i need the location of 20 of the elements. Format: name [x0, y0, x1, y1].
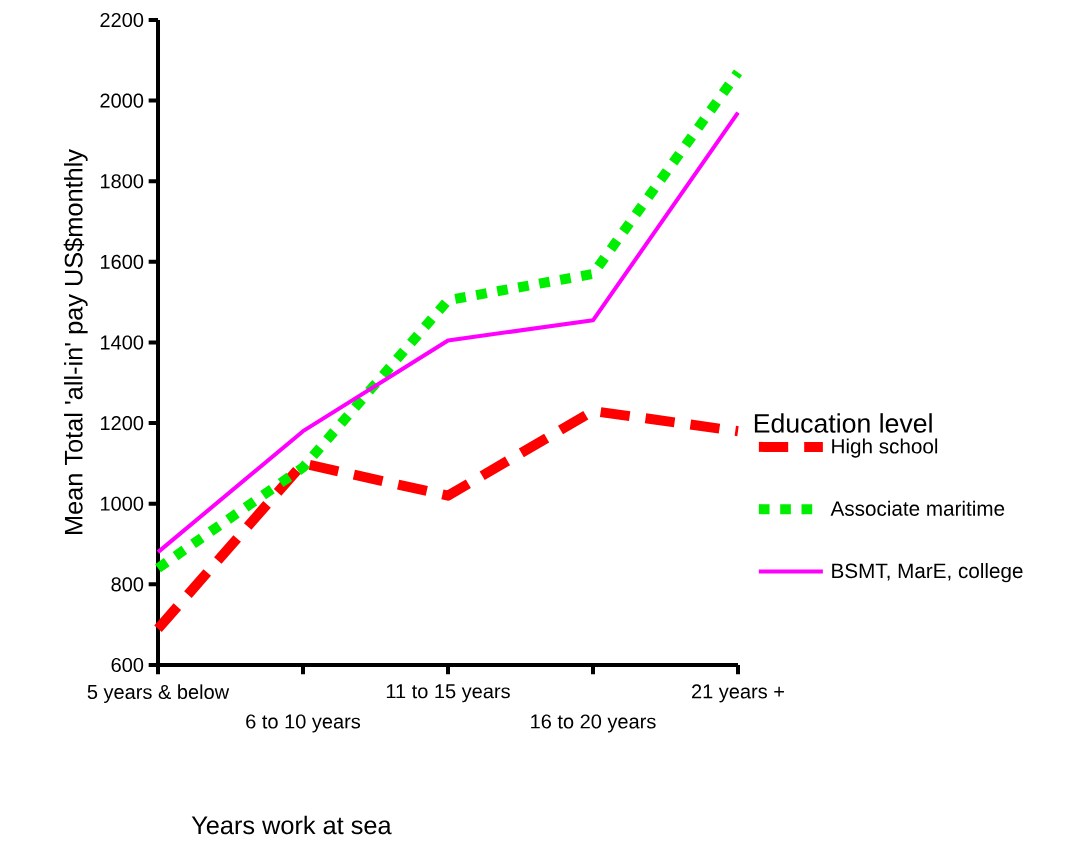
y-tick-label: 600	[111, 657, 144, 673]
y-tick-label: 1600	[100, 254, 144, 269]
y-tick-label: 1200	[100, 416, 144, 431]
x-axis-title: Years work at sea	[191, 815, 392, 835]
x-tick-label: 5 years & below	[87, 684, 230, 703]
legend-label: High school	[832, 438, 938, 458]
y-tick-label: 2200	[100, 12, 144, 28]
x-tick-label: 16 to 20 years	[531, 714, 656, 733]
y-tick-label: 1800	[100, 174, 144, 189]
y-tick-label: 2000	[100, 93, 144, 108]
x-tick-label: 11 to 15 years	[386, 684, 510, 703]
y-tick-label: 1000	[100, 496, 144, 511]
legend-title: Education level	[754, 413, 932, 433]
x-tick-label: 6 to 10 years	[246, 714, 361, 733]
y-tick-label: 1400	[100, 335, 144, 350]
y-axis-title: Mean Total 'all-in' pay US$monthly	[63, 149, 88, 534]
legend-label: Associate maritime	[830, 500, 1005, 516]
y-tick-label: 800	[111, 577, 144, 592]
x-tick-label: 21 years +	[692, 684, 784, 703]
legend-label: BSMT, MarE, college	[832, 563, 1023, 583]
